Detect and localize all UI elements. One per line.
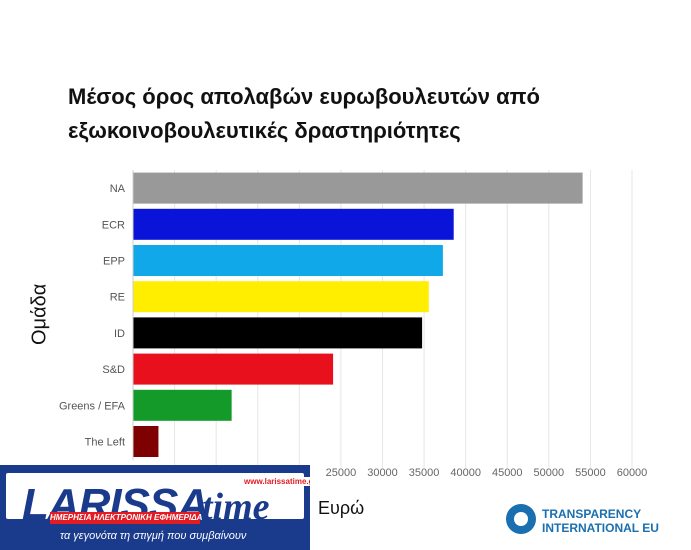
category-label: Greens / EFA [59,400,126,412]
bar [133,353,334,385]
category-label: NA [110,183,126,195]
x-tick-label: 25000 [326,467,357,479]
x-tick-label: 40000 [450,467,481,479]
ti-text-line-2: INTERNATIONAL EU [542,521,659,535]
category-label: ECR [102,219,125,231]
chart-title-line-2: εξωκοινοβουλευτικές δραστηριότητες [68,118,461,143]
bar [133,208,454,240]
logo-strip: ΗΜΕΡΗΣΙΑ ΗΛΕΚΤΡΟΝΙΚΗ ΕΦΗΜΕΡΙΔΑ [50,512,203,524]
bar [133,389,232,421]
larissatime-logo: LARISSA time www.larissatime.gr ΗΜΕΡΗΣΙΑ… [0,465,310,550]
chart-title-line-1: Μέσος όρος απολαβών ευρωβουλευτών από [68,84,540,109]
logo-word-time: time [202,486,270,528]
bar [133,172,583,204]
category-label: EPP [103,256,125,268]
x-tick-label: 60000 [617,467,648,479]
x-tick-label: 45000 [492,467,523,479]
x-tick-label: 35000 [409,467,440,479]
chart-title: Μέσος όρος απολαβών ευρωβουλευτών από εξ… [68,80,668,148]
category-label: ID [114,328,125,340]
logo-url: www.larissatime.gr [242,477,310,486]
bar [133,245,443,276]
x-axis-label: Ευρώ [318,498,365,518]
category-label: The Left [85,437,125,449]
bar [133,281,429,313]
x-tick-label: 50000 [534,467,565,479]
category-label: RE [110,292,125,304]
transparency-international-logo: TRANSPARENCY INTERNATIONAL EU [506,502,686,542]
logo-slogan: τα γεγονότα τη στιγμή που συμβαίνουν [60,530,247,542]
globe-icon [506,504,536,534]
ti-text-line-1: TRANSPARENCY [542,507,642,521]
x-tick-label: 30000 [367,467,398,479]
x-tick-label: 55000 [575,467,606,479]
bar [133,317,423,349]
bar [133,426,159,457]
category-label: S&D [102,364,125,376]
